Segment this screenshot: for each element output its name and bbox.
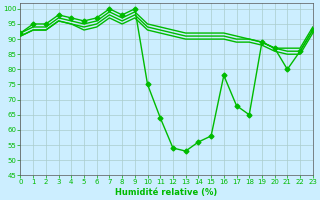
X-axis label: Humidité relative (%): Humidité relative (%): [116, 188, 218, 197]
